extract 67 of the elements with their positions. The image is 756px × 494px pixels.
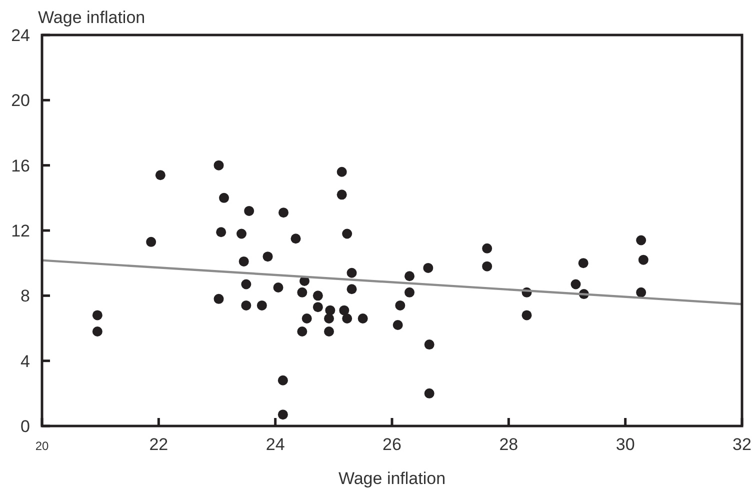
point bbox=[244, 206, 254, 216]
point bbox=[214, 160, 224, 170]
point bbox=[578, 258, 588, 268]
point bbox=[636, 235, 646, 246]
point bbox=[423, 262, 434, 273]
point bbox=[325, 305, 336, 316]
point bbox=[482, 243, 492, 254]
point bbox=[302, 313, 312, 324]
point bbox=[636, 287, 646, 298]
point bbox=[216, 227, 226, 238]
point bbox=[92, 326, 102, 337]
point bbox=[342, 313, 352, 324]
point bbox=[92, 310, 102, 320]
point bbox=[312, 302, 323, 312]
point bbox=[297, 287, 308, 298]
y-tick-label: 12 bbox=[11, 221, 30, 240]
point bbox=[424, 388, 434, 398]
point bbox=[404, 271, 414, 282]
point bbox=[290, 234, 301, 244]
point bbox=[324, 313, 334, 324]
y-tick-label: 0 bbox=[20, 416, 30, 436]
point bbox=[346, 268, 357, 278]
point bbox=[236, 228, 246, 239]
point bbox=[358, 313, 368, 324]
point bbox=[155, 170, 166, 180]
point bbox=[339, 305, 350, 316]
point bbox=[278, 410, 288, 420]
point bbox=[395, 300, 406, 310]
x-axis-title: Wage inflation bbox=[338, 469, 446, 488]
point bbox=[241, 300, 252, 310]
y-tick-label: 4 bbox=[20, 352, 30, 371]
point bbox=[214, 294, 224, 304]
point bbox=[522, 310, 532, 320]
point bbox=[262, 252, 273, 262]
point bbox=[238, 256, 249, 266]
point bbox=[392, 320, 403, 330]
point bbox=[342, 228, 352, 239]
x-tick-label: 32 bbox=[732, 435, 752, 454]
x-tick-label: 28 bbox=[499, 435, 518, 454]
point bbox=[346, 284, 357, 294]
point bbox=[324, 326, 334, 337]
x-tick-label: 24 bbox=[266, 435, 285, 454]
point bbox=[570, 279, 581, 290]
point bbox=[297, 326, 308, 337]
point bbox=[278, 208, 288, 218]
point bbox=[241, 279, 252, 290]
point bbox=[278, 375, 288, 386]
point bbox=[312, 290, 323, 301]
point bbox=[336, 166, 347, 177]
point bbox=[482, 261, 492, 272]
x-tick-label: 20 bbox=[35, 439, 49, 453]
x-tick-label: 30 bbox=[616, 435, 635, 454]
y-tick-label: 16 bbox=[11, 156, 30, 176]
point bbox=[273, 282, 284, 293]
y-tick-label: 8 bbox=[20, 286, 30, 306]
point bbox=[146, 236, 156, 247]
point bbox=[336, 190, 347, 200]
y-axis-title: Wage inflation bbox=[38, 8, 146, 27]
point bbox=[256, 300, 267, 310]
point bbox=[638, 254, 648, 265]
x-tick-label: 26 bbox=[382, 435, 402, 454]
point bbox=[219, 192, 229, 203]
point bbox=[424, 340, 434, 350]
y-tick-label: 20 bbox=[11, 91, 30, 110]
x-tick-label: 22 bbox=[149, 435, 168, 454]
y-tick-label: 24 bbox=[11, 26, 30, 45]
point bbox=[404, 287, 414, 298]
